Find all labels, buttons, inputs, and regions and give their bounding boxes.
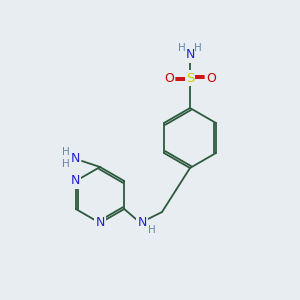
Text: N: N <box>95 217 105 230</box>
Text: N: N <box>71 175 80 188</box>
Text: H: H <box>194 43 202 53</box>
Text: N: N <box>185 49 195 62</box>
Text: O: O <box>164 71 174 85</box>
Text: H: H <box>178 43 186 53</box>
Text: N: N <box>137 215 147 229</box>
Text: S: S <box>186 71 194 85</box>
Text: H: H <box>62 147 70 157</box>
Text: H: H <box>62 159 70 169</box>
Text: N: N <box>70 152 80 166</box>
Text: H: H <box>148 225 156 235</box>
Text: O: O <box>206 71 216 85</box>
